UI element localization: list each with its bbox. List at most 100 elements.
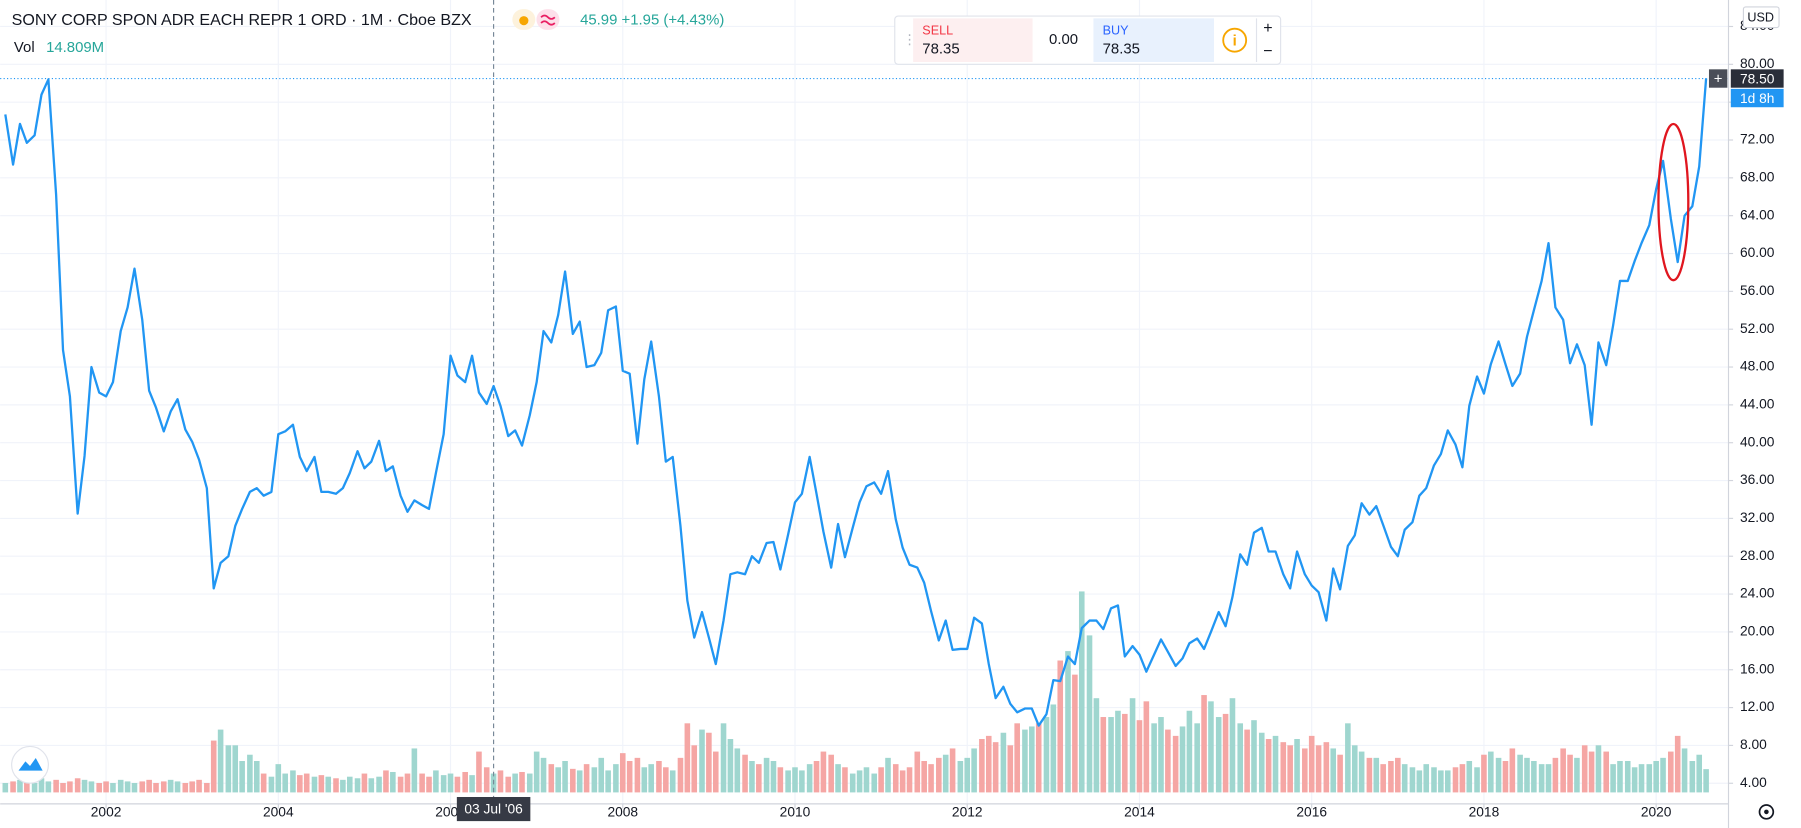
volume-bar [899, 770, 906, 793]
volume-bar [1122, 713, 1128, 793]
volume-bar [1280, 742, 1287, 793]
volume-bar [253, 760, 260, 793]
volume-bar [555, 767, 561, 793]
settings-button[interactable] [1758, 804, 1775, 820]
volume-bar [1265, 739, 1272, 793]
volume-pane [2, 591, 1709, 793]
volume-bar [540, 757, 547, 793]
y-tick-label: 28.00 [1740, 548, 1775, 563]
plus-button[interactable] [1708, 69, 1728, 88]
volume-bar [1158, 717, 1164, 793]
volume-bar [361, 773, 368, 793]
volume-bar [1237, 723, 1244, 793]
volume-bar [648, 764, 654, 793]
volume-bar [24, 781, 30, 793]
volume-bar [17, 779, 23, 793]
volume-bar [1595, 745, 1602, 793]
volume-bar [699, 729, 705, 793]
volume-bar [376, 776, 382, 793]
volume-bar [2, 782, 9, 793]
volume-bar [1588, 751, 1595, 793]
volume-bar [799, 770, 805, 793]
volume-bar [1272, 735, 1279, 793]
y-tick-label: 64.00 [1740, 207, 1775, 222]
volume-bar [921, 760, 927, 793]
volume-bar [1251, 720, 1257, 793]
delay-icon[interactable] [536, 9, 560, 30]
drag-handle[interactable]: ⋮ [903, 32, 917, 47]
volume-bar [1481, 754, 1487, 793]
volume-bar [1315, 745, 1322, 793]
volume-bar [1380, 764, 1386, 793]
volume-bar [153, 782, 159, 793]
logo-button[interactable] [11, 745, 49, 784]
volume-bar [1351, 745, 1358, 793]
volume-bar [576, 770, 583, 793]
volume-bar [526, 773, 533, 793]
volume-bar [519, 771, 525, 793]
volume-bar [74, 778, 81, 793]
y-tick-label: 44.00 [1740, 397, 1775, 412]
volume-bar [1007, 745, 1014, 793]
volume-bar [1423, 764, 1430, 793]
volume-bar [1438, 770, 1444, 793]
y-tick-label: 60.00 [1740, 245, 1775, 260]
quantity-plus[interactable]: + [1263, 19, 1272, 37]
sun-icon [519, 16, 529, 26]
volume-bar [247, 754, 253, 793]
volume-bar [217, 729, 224, 793]
volume-bar [863, 767, 870, 793]
volume-bar [749, 760, 755, 793]
volume-bar [497, 770, 504, 793]
volume-bar [720, 723, 727, 793]
volume-bar [1229, 698, 1236, 793]
volume-bar [1567, 754, 1573, 793]
volume-bar [663, 767, 669, 793]
volume-bar [1208, 701, 1214, 793]
volume-bar [1078, 591, 1085, 793]
volume-bar [1035, 723, 1042, 793]
market-icons[interactable] [512, 9, 560, 30]
volume-bar [712, 751, 719, 793]
volume-bar [1093, 698, 1100, 793]
info-button[interactable] [1222, 27, 1248, 53]
sell-button[interactable] [913, 18, 1033, 63]
volume-bar [684, 723, 691, 793]
volume-bar [333, 778, 339, 793]
volume-bar [31, 782, 38, 793]
volume-bar [734, 748, 741, 793]
volume-bar [785, 770, 791, 793]
y-tick-label: 40.00 [1740, 434, 1775, 449]
x-tick-label: 2016 [1296, 805, 1327, 820]
volume-bar [469, 775, 475, 793]
volume-bar [820, 751, 827, 793]
volume-bar [591, 767, 598, 793]
quantity-minus[interactable]: − [1263, 42, 1272, 60]
axes: 4.00 8.00 12.00 16.00 20.00 24.00 28.00 32.00 36… [91, 18, 1784, 822]
volume-bar [770, 760, 777, 793]
volume-bar [634, 757, 641, 793]
volume-bar [1495, 757, 1502, 793]
volume-bar [641, 767, 648, 793]
volume-last: 14.809M [46, 39, 104, 56]
volume-bar [139, 781, 146, 793]
volume-bar [727, 739, 734, 793]
volume-bar [1194, 723, 1200, 793]
volume-bar [828, 754, 834, 793]
volume-bar [232, 745, 239, 793]
buy-button[interactable] [1093, 18, 1215, 63]
x-tick-label: 2014 [1124, 805, 1155, 820]
volume-bar [45, 781, 52, 793]
volume-bar [1345, 723, 1351, 793]
currency-box[interactable] [1742, 6, 1780, 29]
volume-bar [1638, 764, 1645, 793]
volume-bar [806, 764, 813, 793]
volume-bar [570, 768, 576, 793]
volume-bar [390, 771, 396, 793]
buy-label: BUY [1103, 23, 1130, 37]
volume-bar [419, 773, 425, 793]
y-tick-label: 4.00 [1740, 775, 1767, 790]
volume-bar [677, 757, 684, 793]
